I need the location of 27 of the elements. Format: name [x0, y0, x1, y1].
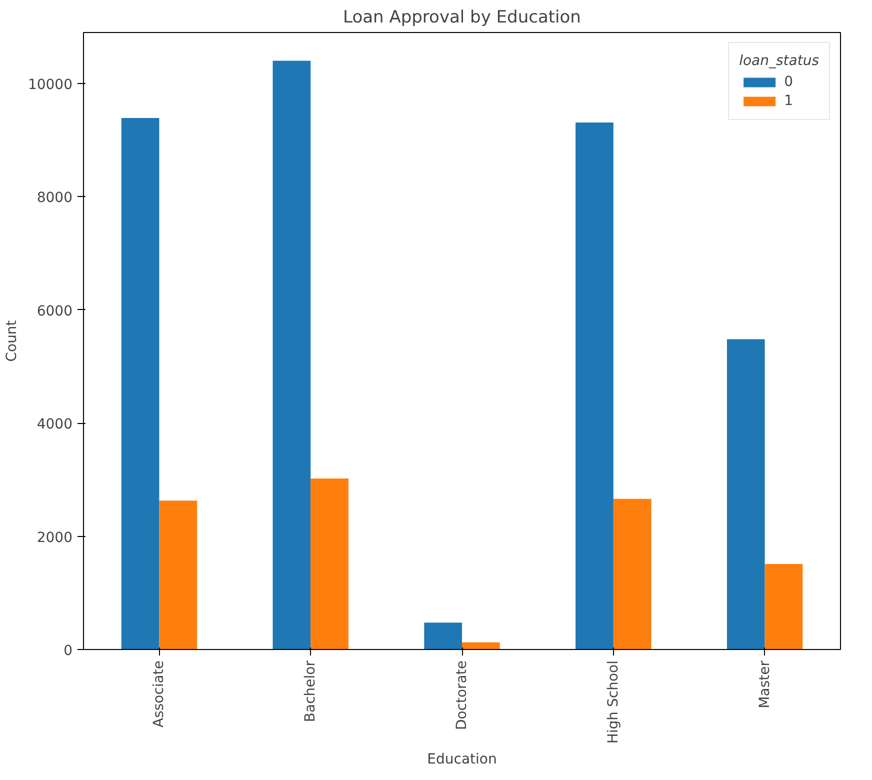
y-tick-label: 2000	[36, 530, 73, 546]
bar	[121, 118, 160, 650]
bar	[613, 498, 652, 650]
y-tick-label: 4000	[36, 416, 73, 433]
x-axis-title: Education	[427, 752, 497, 768]
x-tick-label: Associate	[151, 660, 168, 728]
bar	[310, 478, 348, 650]
y-axis-title: Count	[4, 320, 20, 362]
x-tick-label: Master	[756, 660, 773, 708]
y-tick-label: 0	[64, 643, 73, 659]
bar	[764, 564, 803, 650]
bar	[576, 122, 614, 650]
y-tick-label: 10000	[28, 76, 73, 93]
y-tick-label: 6000	[36, 303, 73, 320]
x-tick-label: Bachelor	[302, 660, 319, 722]
bar	[726, 339, 765, 650]
bar	[424, 622, 462, 650]
bar	[272, 60, 311, 650]
legend-label: 1	[784, 93, 794, 109]
chart-title: Loan Approval by Education	[343, 8, 581, 28]
y-tick-label: 8000	[36, 190, 73, 206]
legend-title: loan_status	[739, 53, 819, 69]
legend-label: 0	[784, 74, 794, 90]
x-tick-label: Doctorate	[454, 660, 470, 730]
bar	[159, 500, 198, 650]
bar	[462, 642, 500, 650]
x-tick-label: High School	[605, 660, 622, 744]
